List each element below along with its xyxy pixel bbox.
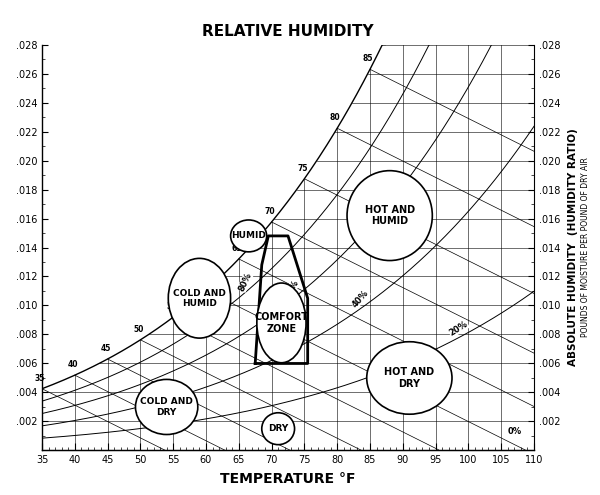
Text: 85: 85	[363, 54, 373, 63]
Text: 40%: 40%	[350, 288, 370, 309]
Text: 35: 35	[35, 374, 45, 383]
Text: HOT AND
HUMID: HOT AND HUMID	[365, 205, 415, 226]
X-axis label: TEMPERATURE °F: TEMPERATURE °F	[220, 472, 356, 486]
Text: COLD AND
HUMID: COLD AND HUMID	[173, 289, 226, 308]
Text: 45: 45	[100, 344, 111, 353]
Ellipse shape	[347, 171, 433, 260]
Text: 80: 80	[330, 113, 341, 122]
Text: COMFORT
ZONE: COMFORT ZONE	[254, 312, 308, 334]
Text: 100%: 100%	[194, 266, 211, 293]
Text: HOT AND
DRY: HOT AND DRY	[384, 367, 434, 389]
Text: POUNDS OF MOISTURE PER POUND OF DRY AIR: POUNDS OF MOISTURE PER POUND OF DRY AIR	[581, 157, 589, 338]
Text: 65: 65	[232, 244, 242, 253]
Ellipse shape	[262, 413, 295, 445]
Text: 0%: 0%	[507, 427, 521, 436]
Ellipse shape	[257, 283, 306, 363]
Text: 80%: 80%	[237, 271, 254, 293]
Text: 55: 55	[166, 302, 176, 311]
Text: 75: 75	[297, 164, 308, 173]
Ellipse shape	[367, 342, 452, 414]
Title: RELATIVE HUMIDITY: RELATIVE HUMIDITY	[202, 24, 374, 39]
Text: ABSOLUTE HUMIDITY  (HUMIDITY RATIO): ABSOLUTE HUMIDITY (HUMIDITY RATIO)	[568, 129, 578, 366]
Text: 60: 60	[199, 276, 209, 285]
Text: COLD AND
DRY: COLD AND DRY	[140, 397, 193, 417]
Text: 20%: 20%	[448, 319, 469, 338]
Text: DRY: DRY	[268, 424, 288, 433]
Text: 50: 50	[133, 325, 143, 334]
Ellipse shape	[230, 220, 266, 252]
Ellipse shape	[136, 379, 198, 435]
Text: HUMID: HUMID	[231, 231, 266, 241]
Text: 40: 40	[68, 360, 78, 369]
Text: 70: 70	[265, 207, 275, 216]
Text: 60%: 60%	[282, 278, 301, 300]
Ellipse shape	[168, 258, 230, 338]
